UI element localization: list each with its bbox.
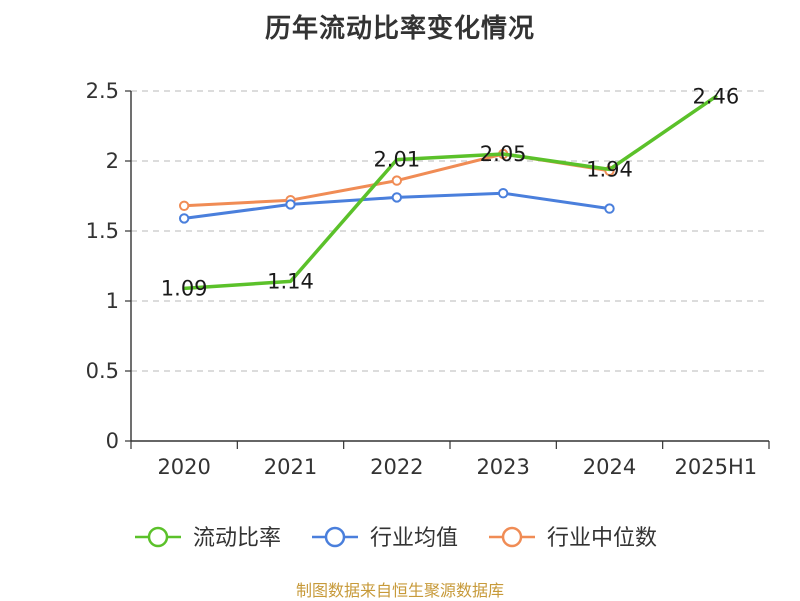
- legend-marker: [501, 526, 523, 548]
- data-label: 1.09: [161, 276, 208, 300]
- series-2: [178, 188, 615, 224]
- gridlines: [125, 90, 769, 442]
- data-label: 2.05: [480, 142, 527, 166]
- x-axis-labels: 2020 2021 2022 2023 2024 2025H1: [157, 455, 757, 479]
- legend-label: 行业中位数: [547, 526, 657, 551]
- y-tick-label: 0: [106, 429, 119, 453]
- y-tick-label: 2.5: [86, 79, 119, 103]
- x-tick-label: 2021: [264, 455, 317, 479]
- legend-item: 流动比率: [135, 526, 281, 551]
- data-point: [391, 175, 403, 186]
- legend-marker: [324, 526, 346, 548]
- series-line: [182, 94, 718, 291]
- data-source-note: 制图数据来自恒生聚源数据库: [295, 581, 504, 600]
- legend-item: 行业均值: [312, 526, 458, 551]
- data-label: 1.14: [267, 269, 314, 293]
- legend-label: 行业均值: [370, 526, 458, 551]
- data-point: [178, 200, 190, 212]
- legend-marker: [147, 526, 169, 548]
- data-point: [604, 203, 615, 214]
- x-tick-label: 2022: [370, 455, 423, 479]
- data-label: 1.94: [586, 157, 633, 181]
- data-point: [178, 213, 190, 224]
- x-tick-label: 2023: [476, 455, 529, 479]
- legend: 流动比率 行业均值 行业中位数: [135, 526, 657, 551]
- data-point: [391, 192, 403, 203]
- legend-label: 流动比率: [193, 526, 281, 551]
- data-labels: 1.09 1.14 2.01 2.05 1.94 2.46: [161, 85, 739, 301]
- y-tick-label: 1.5: [86, 219, 119, 243]
- data-point: [497, 188, 509, 199]
- x-tick-label: 2020: [157, 455, 210, 479]
- chart-title: 历年流动比率变化情况: [264, 14, 535, 44]
- legend-item: 行业中位数: [489, 526, 657, 551]
- data-label: 2.01: [373, 148, 420, 172]
- data-label: 2.46: [692, 85, 739, 109]
- x-tick-label: 2024: [583, 455, 636, 479]
- series-1: [182, 94, 718, 291]
- y-axis-labels: 0 0.5 1 1.5 2 2.5: [86, 79, 119, 453]
- y-tick-label: 0.5: [86, 359, 119, 383]
- y-tick-label: 2: [106, 149, 119, 173]
- data-point: [285, 199, 296, 210]
- x-tick-label: 2025H1: [675, 455, 758, 479]
- y-tick-label: 1: [106, 289, 119, 313]
